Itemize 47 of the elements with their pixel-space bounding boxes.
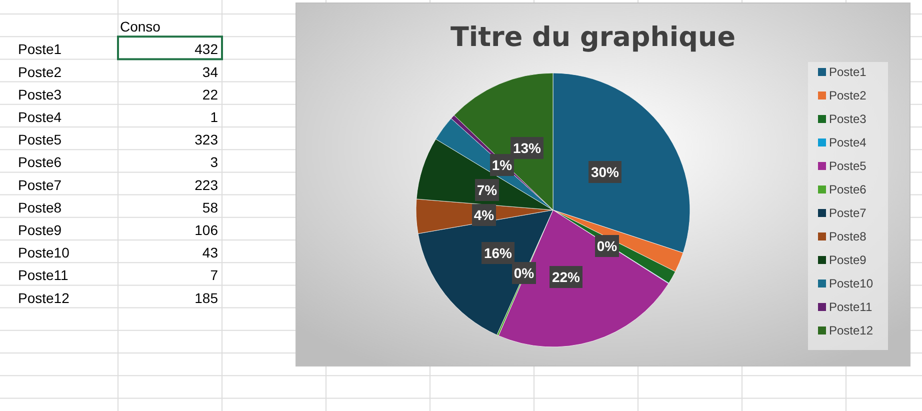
data-label: 0% [514,265,535,281]
text: Conso [120,18,161,35]
legend-label: Poste11 [829,300,872,314]
legend-label: Poste6 [829,182,867,196]
data-label: 16% [484,245,513,261]
legend-label: Poste4 [829,136,867,150]
data-label: 22 [202,86,218,102]
data-label: 106 [194,222,218,238]
legend-label: Poste12 [829,324,874,338]
category-label: Poste4 [18,109,62,125]
data-label: 58 [202,199,218,216]
data-label: 0% [596,238,618,254]
data-label: 30% [590,164,620,180]
data-label: 432 [194,41,218,58]
data-label: 7% [476,182,498,198]
legend-label: Poste9 [829,253,867,267]
data-label: 4% [474,207,495,223]
data-label: 1% [492,157,513,173]
data-label: 323 [194,132,218,148]
data-label: 43 [202,244,218,261]
category-label: Poste11 [18,267,69,284]
data-label: 223 [194,176,218,193]
category-label: Poste8 [18,199,62,216]
category-label: Poste10 [18,244,70,261]
legend-label: Poste7 [829,206,867,220]
data-label: 7 [210,267,218,284]
legend-label: Poste2 [829,88,867,102]
category-label: Poste2 [18,64,62,80]
category-label: Poste5 [18,132,62,148]
data-label: 1 [210,109,218,125]
data-label: 3 [210,154,218,170]
legend-label: Poste1 [829,65,867,79]
category-label: Poste3 [18,86,62,102]
data-label: 185 [194,290,218,306]
category-label: Poste1 [18,41,62,58]
data-label: 22% [552,269,581,285]
data-label: 34 [202,64,218,80]
category-label: Poste6 [18,154,62,170]
legend-label: Poste5 [829,159,867,173]
chart-title: Titre du graphique [450,22,736,53]
category-label: Poste12 [18,290,70,306]
legend-label: Poste3 [829,112,867,126]
legend-label: Poste8 [829,230,867,244]
data-label: 13% [512,140,542,156]
legend-label: Poste10 [829,276,874,290]
category-label: Poste7 [18,176,62,193]
category-label: Poste9 [18,222,62,238]
